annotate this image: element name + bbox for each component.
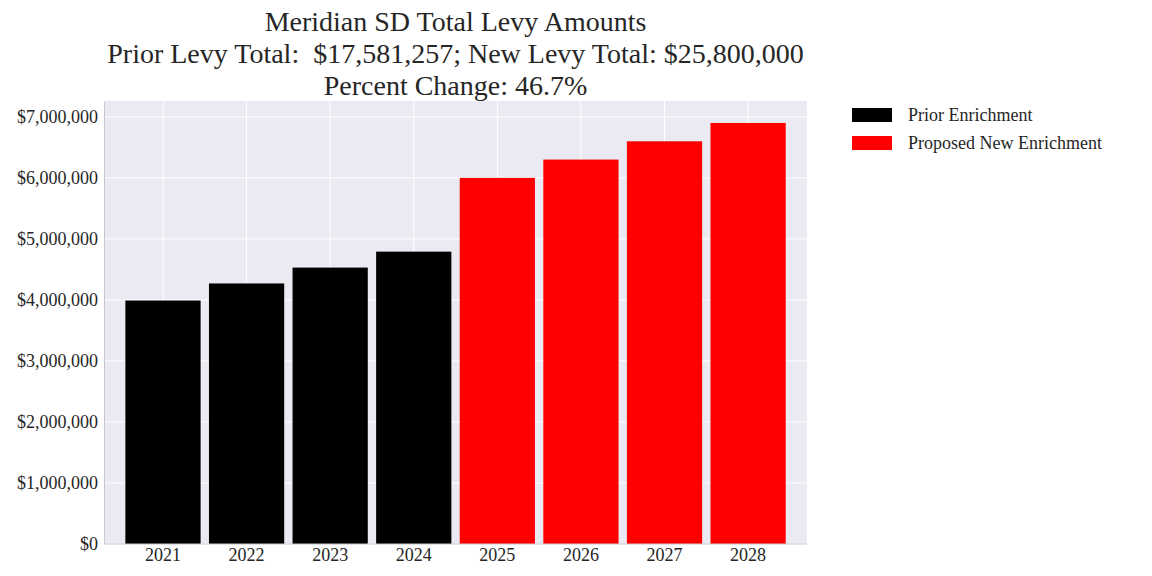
y-tick-label: $5,000,000 — [17, 229, 98, 249]
bar — [543, 160, 618, 544]
y-tick: $1,000,000 — [17, 473, 104, 493]
y-tick-label: $3,000,000 — [17, 351, 98, 371]
y-axis-line — [104, 102, 105, 545]
y-tick: $6,000,000 — [17, 168, 104, 188]
y-tick: $3,000,000 — [17, 351, 104, 371]
bar — [293, 268, 368, 544]
bar — [460, 178, 535, 544]
y-tick-label: $6,000,000 — [17, 168, 98, 188]
x-tick: 2021 — [145, 544, 181, 565]
x-tick-label: 2021 — [145, 545, 181, 565]
bars — [125, 123, 785, 544]
title: Percent Change: 46.7% — [324, 70, 588, 101]
y-tick: $0 — [80, 534, 104, 554]
grid-line-y — [104, 544, 807, 545]
y-tick: $7,000,000 — [17, 107, 104, 127]
y-tick: $5,000,000 — [17, 229, 104, 249]
bar — [627, 141, 702, 544]
y-tick-label: $2,000,000 — [17, 412, 98, 432]
bar — [376, 252, 451, 544]
legend-label: Prior Enrichment — [908, 105, 1032, 125]
bar — [710, 123, 785, 544]
bar — [125, 301, 200, 544]
x-tick-label: 2026 — [563, 545, 599, 565]
x-tick: 2025 — [479, 544, 515, 565]
title: Prior Levy Total: $17,581,257; New Levy … — [107, 38, 804, 69]
x-tick: 2026 — [563, 544, 599, 565]
x-tick-label: 2022 — [229, 545, 265, 565]
y-tick: $4,000,000 — [17, 290, 104, 310]
chart: $0 $1,000,000 $2,000,000 $3,000,000 $4,000,0… — [0, 0, 1152, 576]
legend-label: Proposed New Enrichment — [908, 133, 1102, 153]
x-tick-label: 2028 — [730, 545, 766, 565]
title: Meridian SD Total Levy Amounts — [265, 6, 647, 37]
x-tick-label: 2027 — [647, 545, 683, 565]
x-tick: 2023 — [312, 544, 348, 565]
x-axis: 2021 2022 2023 2024 2025 2026 2027 2028 — [104, 544, 807, 565]
x-tick: 2022 — [229, 544, 265, 565]
y-tick-label: $1,000,000 — [17, 473, 98, 493]
x-tick-label: 2024 — [396, 545, 432, 565]
y-tick-label: $4,000,000 — [17, 290, 98, 310]
y-tick-label: $0 — [80, 534, 98, 554]
legend-swatch — [852, 136, 892, 150]
bar — [209, 283, 284, 544]
x-tick: 2028 — [730, 544, 766, 565]
x-axis-line — [104, 544, 807, 545]
grid — [104, 101, 807, 544]
legend-swatch — [852, 108, 892, 122]
grid-line-y — [104, 116, 807, 117]
x-tick-label: 2025 — [479, 545, 515, 565]
y-axis: $0 $1,000,000 $2,000,000 $3,000,000 $4,000,0… — [17, 102, 105, 555]
legend: Prior Enrichment Proposed New Enrichment — [852, 105, 1102, 153]
plot-background — [104, 101, 807, 544]
x-tick: 2027 — [647, 544, 683, 565]
y-tick: $2,000,000 — [17, 412, 104, 432]
x-tick-label: 2023 — [312, 545, 348, 565]
x-tick: 2024 — [396, 544, 432, 565]
y-tick-label: $7,000,000 — [17, 107, 98, 127]
